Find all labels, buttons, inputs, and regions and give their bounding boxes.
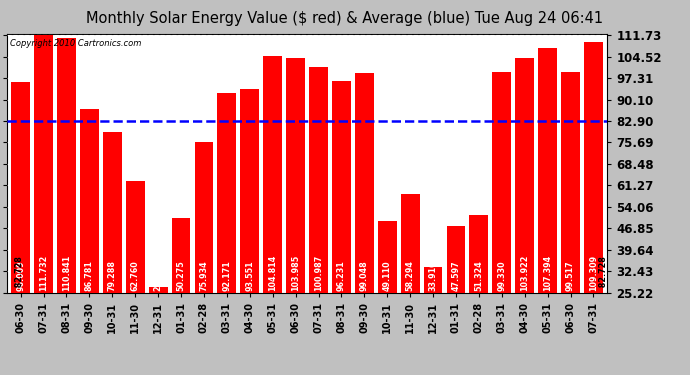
Bar bbox=[286, 58, 305, 292]
Text: 96.009: 96.009 bbox=[16, 260, 25, 291]
Bar bbox=[103, 132, 121, 292]
Bar bbox=[34, 35, 53, 292]
Text: 33.910: 33.910 bbox=[428, 260, 437, 291]
Text: 96.231: 96.231 bbox=[337, 260, 346, 291]
Text: 99.517: 99.517 bbox=[566, 260, 575, 291]
Bar bbox=[378, 222, 397, 292]
Text: 49.110: 49.110 bbox=[383, 260, 392, 291]
Bar bbox=[561, 72, 580, 292]
Text: 107.394: 107.394 bbox=[543, 255, 552, 291]
Bar bbox=[584, 42, 603, 292]
Bar bbox=[80, 110, 99, 292]
Text: 86.781: 86.781 bbox=[85, 260, 94, 291]
Bar bbox=[149, 288, 168, 292]
Bar bbox=[515, 58, 534, 292]
Text: 93.551: 93.551 bbox=[245, 260, 255, 291]
Text: 111.732: 111.732 bbox=[39, 255, 48, 291]
Text: Copyright 2010 Cartronics.com: Copyright 2010 Cartronics.com bbox=[10, 39, 141, 48]
Bar bbox=[538, 48, 557, 292]
Text: 110.841: 110.841 bbox=[62, 255, 71, 291]
Bar bbox=[469, 215, 489, 292]
Text: 104.814: 104.814 bbox=[268, 255, 277, 291]
Bar bbox=[264, 56, 282, 292]
Text: 62.760: 62.760 bbox=[130, 260, 139, 291]
Text: Monthly Solar Energy Value ($ red) & Average (blue) Tue Aug 24 06:41: Monthly Solar Energy Value ($ red) & Ave… bbox=[86, 11, 604, 26]
Text: 82.728: 82.728 bbox=[15, 256, 24, 290]
Bar bbox=[217, 93, 236, 292]
Bar bbox=[11, 82, 30, 292]
Text: 100.987: 100.987 bbox=[314, 255, 323, 291]
Text: 58.294: 58.294 bbox=[406, 260, 415, 291]
Bar bbox=[126, 181, 145, 292]
Bar bbox=[446, 226, 465, 292]
Text: 103.985: 103.985 bbox=[291, 255, 300, 291]
Text: 103.922: 103.922 bbox=[520, 255, 529, 291]
Bar bbox=[401, 194, 420, 292]
Text: 109.309: 109.309 bbox=[589, 255, 598, 291]
Text: 79.288: 79.288 bbox=[108, 260, 117, 291]
Text: 92.171: 92.171 bbox=[222, 260, 231, 291]
Bar bbox=[332, 81, 351, 292]
Text: 26.918: 26.918 bbox=[154, 260, 163, 291]
Bar bbox=[424, 267, 442, 292]
Bar bbox=[57, 38, 76, 292]
Text: 82.728: 82.728 bbox=[599, 256, 608, 290]
Text: 99.048: 99.048 bbox=[359, 260, 369, 291]
Bar bbox=[309, 67, 328, 292]
Bar bbox=[172, 218, 190, 292]
Text: 50.275: 50.275 bbox=[177, 260, 186, 291]
Text: 99.330: 99.330 bbox=[497, 260, 506, 291]
Bar bbox=[240, 89, 259, 292]
Text: 47.597: 47.597 bbox=[451, 260, 460, 291]
Bar bbox=[195, 142, 213, 292]
Text: 51.324: 51.324 bbox=[475, 260, 484, 291]
Bar bbox=[355, 73, 374, 292]
Text: 75.934: 75.934 bbox=[199, 260, 208, 291]
Bar bbox=[493, 72, 511, 292]
